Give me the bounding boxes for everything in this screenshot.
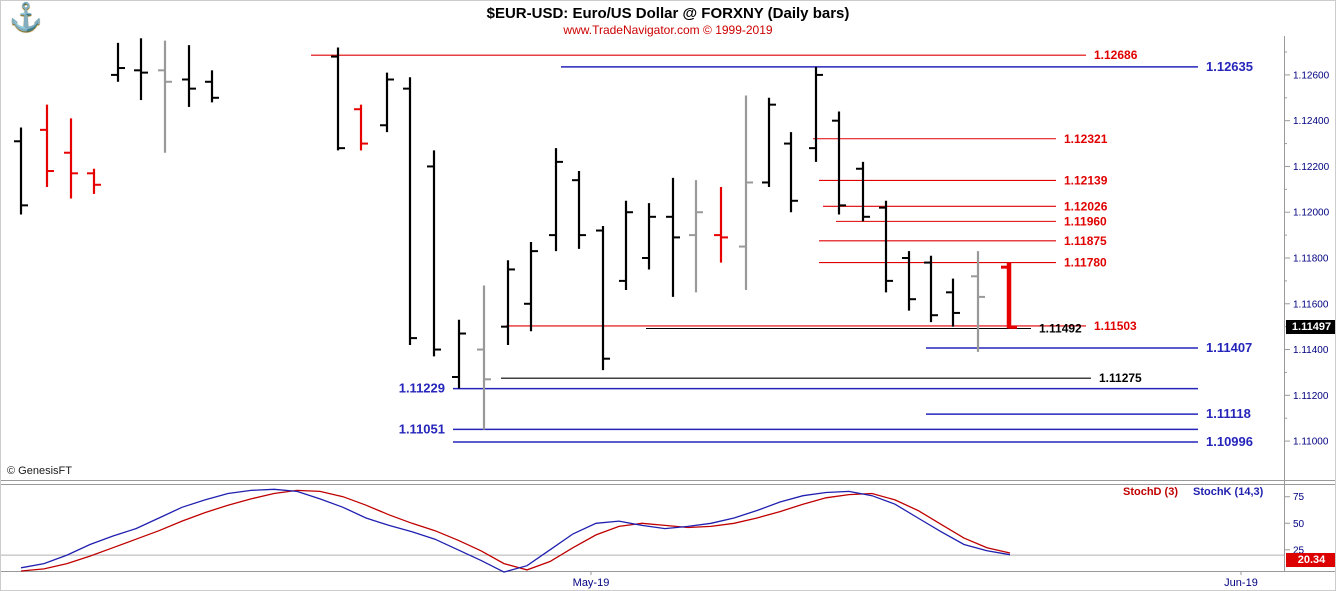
price-axis-label: 1.12600 — [1293, 70, 1330, 81]
level-label-1.12635: 1.12635 — [1206, 59, 1253, 74]
chart-title: $EUR-USD: Euro/US Dollar @ FORXNY (Daily… — [486, 5, 850, 22]
level-label-1.11960: 1.11960 — [1064, 214, 1107, 228]
price-axis-label: 1.11000 — [1293, 437, 1329, 448]
level-label-1.12026: 1.12026 — [1064, 199, 1108, 213]
level-label-1.11051: 1.11051 — [399, 421, 445, 436]
price-axis-label: 1.12200 — [1293, 162, 1330, 173]
genesis-anchor-logo-icon: ⚓ — [9, 2, 43, 32]
stochd-legend-label[interactable]: StochD (3) — [1123, 486, 1178, 498]
level-label-1.10996: 1.10996 — [1206, 434, 1253, 449]
price-axis-label: 1.11800 — [1293, 254, 1329, 265]
level-label-1.11503: 1.11503 — [1094, 319, 1137, 333]
stoch-axis-label: 50 — [1293, 519, 1305, 530]
date-axis-label: May-19 — [573, 577, 610, 589]
level-label-1.12321: 1.12321 — [1064, 132, 1108, 146]
date-axis-label: Jun-19 — [1224, 577, 1258, 589]
level-label-1.11275: 1.11275 — [1099, 371, 1142, 385]
level-label-1.11229: 1.11229 — [399, 381, 445, 396]
price-axis-label: 1.11200 — [1293, 391, 1329, 402]
stochk-legend-label[interactable]: StochK (14,3) — [1193, 486, 1264, 498]
level-label-1.11492: 1.11492 — [1039, 321, 1082, 335]
level-label-1.11875: 1.11875 — [1064, 234, 1107, 248]
stoch-value-badge: 20.34 — [1286, 553, 1335, 567]
level-label-1.12139: 1.12139 — [1064, 173, 1108, 187]
level-label-1.12686: 1.12686 — [1094, 48, 1138, 62]
chart-subtitle-url: www.TradeNavigator.com © 1999-2019 — [563, 23, 773, 37]
genesisft-watermark: © GenesisFT — [7, 465, 72, 477]
level-label-1.11780: 1.11780 — [1064, 256, 1107, 270]
stochk-line[interactable] — [20, 488, 1011, 573]
stoch-axis-label: 75 — [1293, 492, 1305, 503]
level-label-1.11407: 1.11407 — [1206, 340, 1252, 355]
stochd-line[interactable] — [20, 489, 1011, 572]
price-axis-label: 1.11400 — [1293, 345, 1329, 356]
last-price-badge: 1.11497 — [1286, 320, 1335, 334]
level-label-1.11118: 1.11118 — [1206, 406, 1251, 421]
stoch-axis-label: 25 — [1293, 545, 1305, 556]
price-axis-label: 1.12000 — [1293, 208, 1330, 219]
price-axis-label: 1.12400 — [1293, 116, 1330, 127]
price-axis-label: 1.11600 — [1293, 299, 1329, 310]
